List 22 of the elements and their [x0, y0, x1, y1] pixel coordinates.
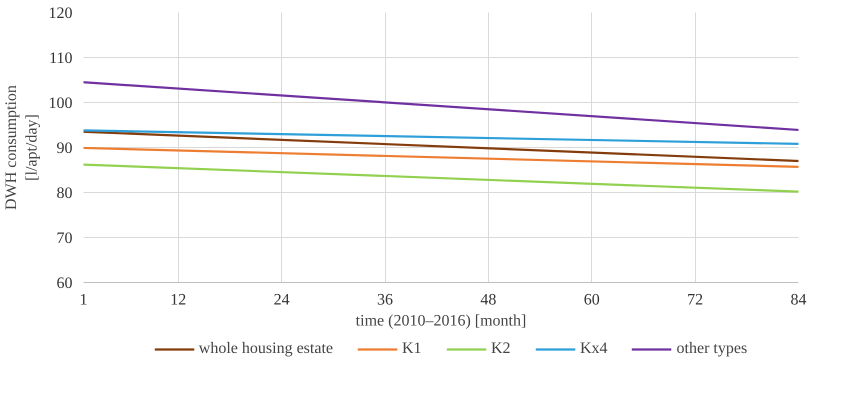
y-tick-label: 120 [48, 5, 72, 22]
x-tick-label: 1 [80, 292, 88, 308]
x-tick-label: 36 [377, 292, 394, 308]
x-tick-label: 72 [687, 292, 704, 308]
legend-label: Kx4 [580, 340, 608, 358]
y-tick-label: 80 [56, 185, 72, 202]
x-tick-label: 12 [170, 292, 186, 308]
y-axis-title: DWH consumption [l/apt/day] [3, 85, 40, 210]
x-tick-label: 48 [480, 292, 496, 308]
x-tick-label: 24 [274, 292, 290, 308]
y-tick-label: 100 [48, 95, 72, 112]
legend-label: K2 [490, 340, 511, 358]
x-tick-label: 60 [584, 292, 600, 308]
x-axis-title: time (2010–2016) [month] [356, 312, 526, 330]
legend-label: whole housing estate [198, 340, 333, 358]
legend-label: other types [676, 340, 748, 358]
y-tick-label: 60 [56, 275, 72, 292]
y-tick-label: 90 [56, 140, 72, 157]
legend-label: K1 [402, 340, 422, 358]
x-tick-label: 84 [790, 292, 806, 308]
y-tick-label: 110 [49, 50, 72, 67]
y-tick-label: 70 [56, 230, 72, 247]
